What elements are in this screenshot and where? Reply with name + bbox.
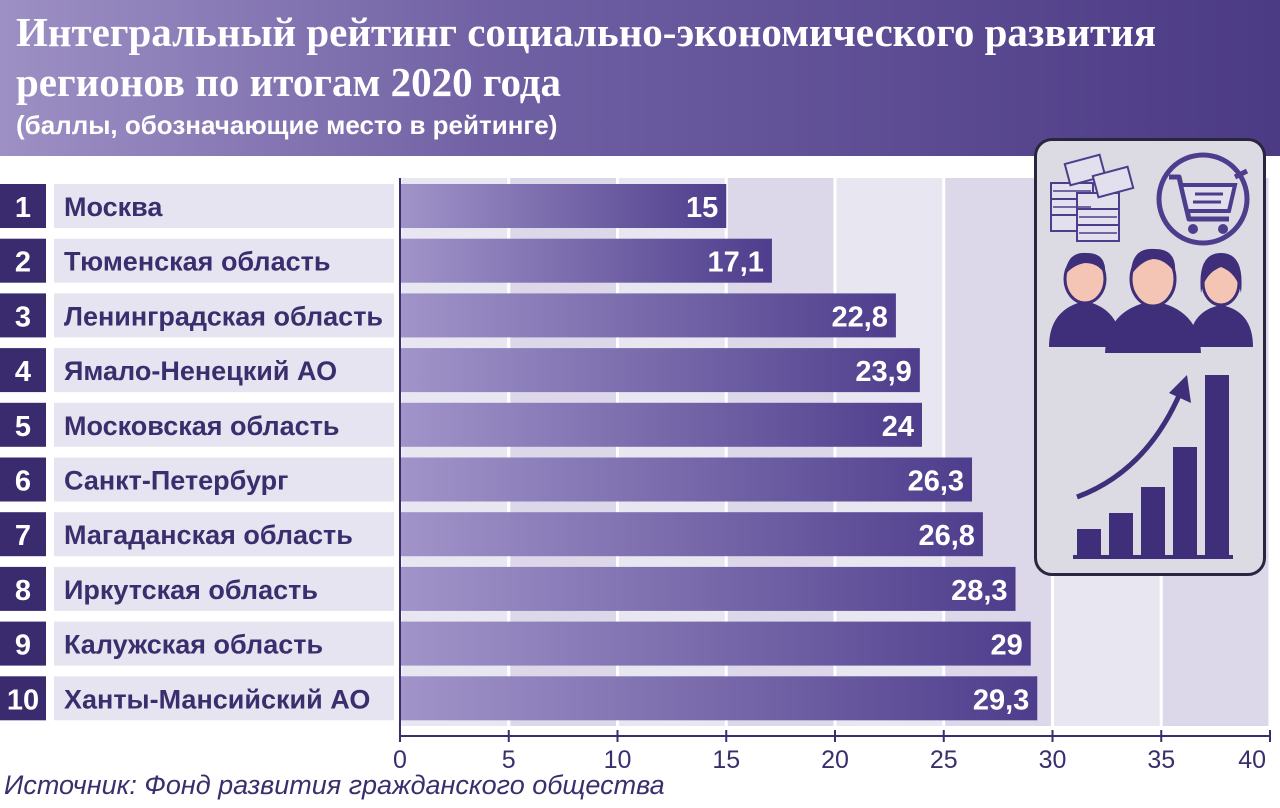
rank-label: 8	[15, 575, 31, 607]
bar-value-label: 26,8	[918, 520, 974, 552]
region-label: Ханты-Мансийский АО	[64, 684, 370, 714]
bar-value-label: 17,1	[707, 247, 763, 279]
source-note: Источник: Фонд развития гражданского общ…	[4, 770, 665, 800]
money-stack-icon	[1050, 153, 1135, 242]
bar	[400, 457, 973, 502]
bar-value-label: 22,8	[831, 301, 887, 333]
region-label: Москва	[64, 192, 163, 222]
x-tick-label: 40	[1238, 746, 1266, 774]
bar-value-label: 26,3	[908, 466, 964, 498]
bar	[400, 238, 772, 283]
region-label-box	[54, 457, 394, 502]
rank-label: 5	[15, 411, 31, 443]
rank-box	[0, 676, 46, 721]
bar	[400, 512, 983, 557]
bar-value-label: 24	[882, 411, 914, 443]
bar-value-label: 28,3	[951, 575, 1007, 607]
bar	[400, 566, 1016, 611]
region-label: Московская область	[64, 411, 340, 441]
region-label-box	[54, 566, 394, 611]
rank-label: 6	[15, 466, 31, 498]
rank-box	[0, 621, 46, 666]
x-tick-label: 35	[1147, 746, 1175, 774]
growth-chart-icon	[1073, 375, 1233, 559]
region-label: Ямало-Ненецкий АО	[64, 356, 337, 386]
bar-value-label: 15	[686, 192, 718, 224]
rank-label: 1	[15, 192, 31, 224]
x-tick-label: 30	[1039, 746, 1067, 774]
region-label: Магаданская область	[64, 520, 353, 550]
rank-label: 2	[15, 247, 31, 279]
x-tick-label: 20	[821, 746, 849, 774]
rank-box	[0, 348, 46, 393]
region-label-box	[54, 238, 394, 283]
bar	[400, 621, 1031, 666]
title-line-2: регионов по итогам 2020 года	[16, 59, 562, 105]
region-label-box	[54, 293, 394, 338]
bar	[400, 402, 922, 447]
rank-label: 7	[15, 520, 31, 552]
bar-value-label: 29,3	[973, 684, 1029, 716]
subtitle: (баллы, обозначающие место в рейтинге)	[16, 110, 558, 140]
bar	[400, 676, 1038, 721]
region-label-box	[54, 621, 394, 666]
rank-label: 9	[15, 630, 31, 662]
region-label-box	[54, 512, 394, 557]
bar	[400, 348, 920, 393]
title-line-1: Интегральный рейтинг социально-экономиче…	[16, 9, 1157, 55]
x-tick-label: 0	[393, 746, 407, 774]
bar	[400, 184, 727, 228]
region-label: Санкт-Петербург	[64, 466, 288, 496]
rank-box	[0, 566, 46, 611]
bar-value-label: 29	[990, 630, 1022, 662]
rank-box	[0, 184, 46, 228]
region-label-box	[54, 184, 394, 228]
region-label: Тюменская область	[64, 247, 330, 277]
region-label: Иркутская область	[64, 575, 318, 605]
header: Интегральный рейтинг социально-экономиче…	[0, 0, 1280, 156]
infographic-icon-panel	[1034, 138, 1266, 576]
region-label-box	[54, 348, 394, 393]
bar-value-label: 23,9	[855, 356, 911, 388]
region-label-box	[54, 676, 394, 721]
rank-box	[0, 402, 46, 447]
bar	[400, 293, 896, 338]
rank-box	[0, 238, 46, 283]
rank-box	[0, 512, 46, 557]
x-tick-label: 10	[604, 746, 632, 774]
rank-label: 4	[15, 356, 31, 388]
region-label: Ленинградская область	[64, 301, 383, 331]
rank-box	[0, 293, 46, 338]
x-tick-label: 25	[930, 746, 958, 774]
rank-box	[0, 457, 46, 502]
rank-label: 10	[7, 684, 39, 716]
region-label-box	[54, 402, 394, 447]
x-tick-label: 15	[712, 746, 740, 774]
shopping-cart-icon	[1156, 152, 1250, 246]
rank-label: 3	[15, 301, 31, 333]
region-label: Калужская область	[64, 630, 323, 660]
people-icon	[1049, 248, 1253, 353]
x-tick-label: 5	[502, 746, 516, 774]
